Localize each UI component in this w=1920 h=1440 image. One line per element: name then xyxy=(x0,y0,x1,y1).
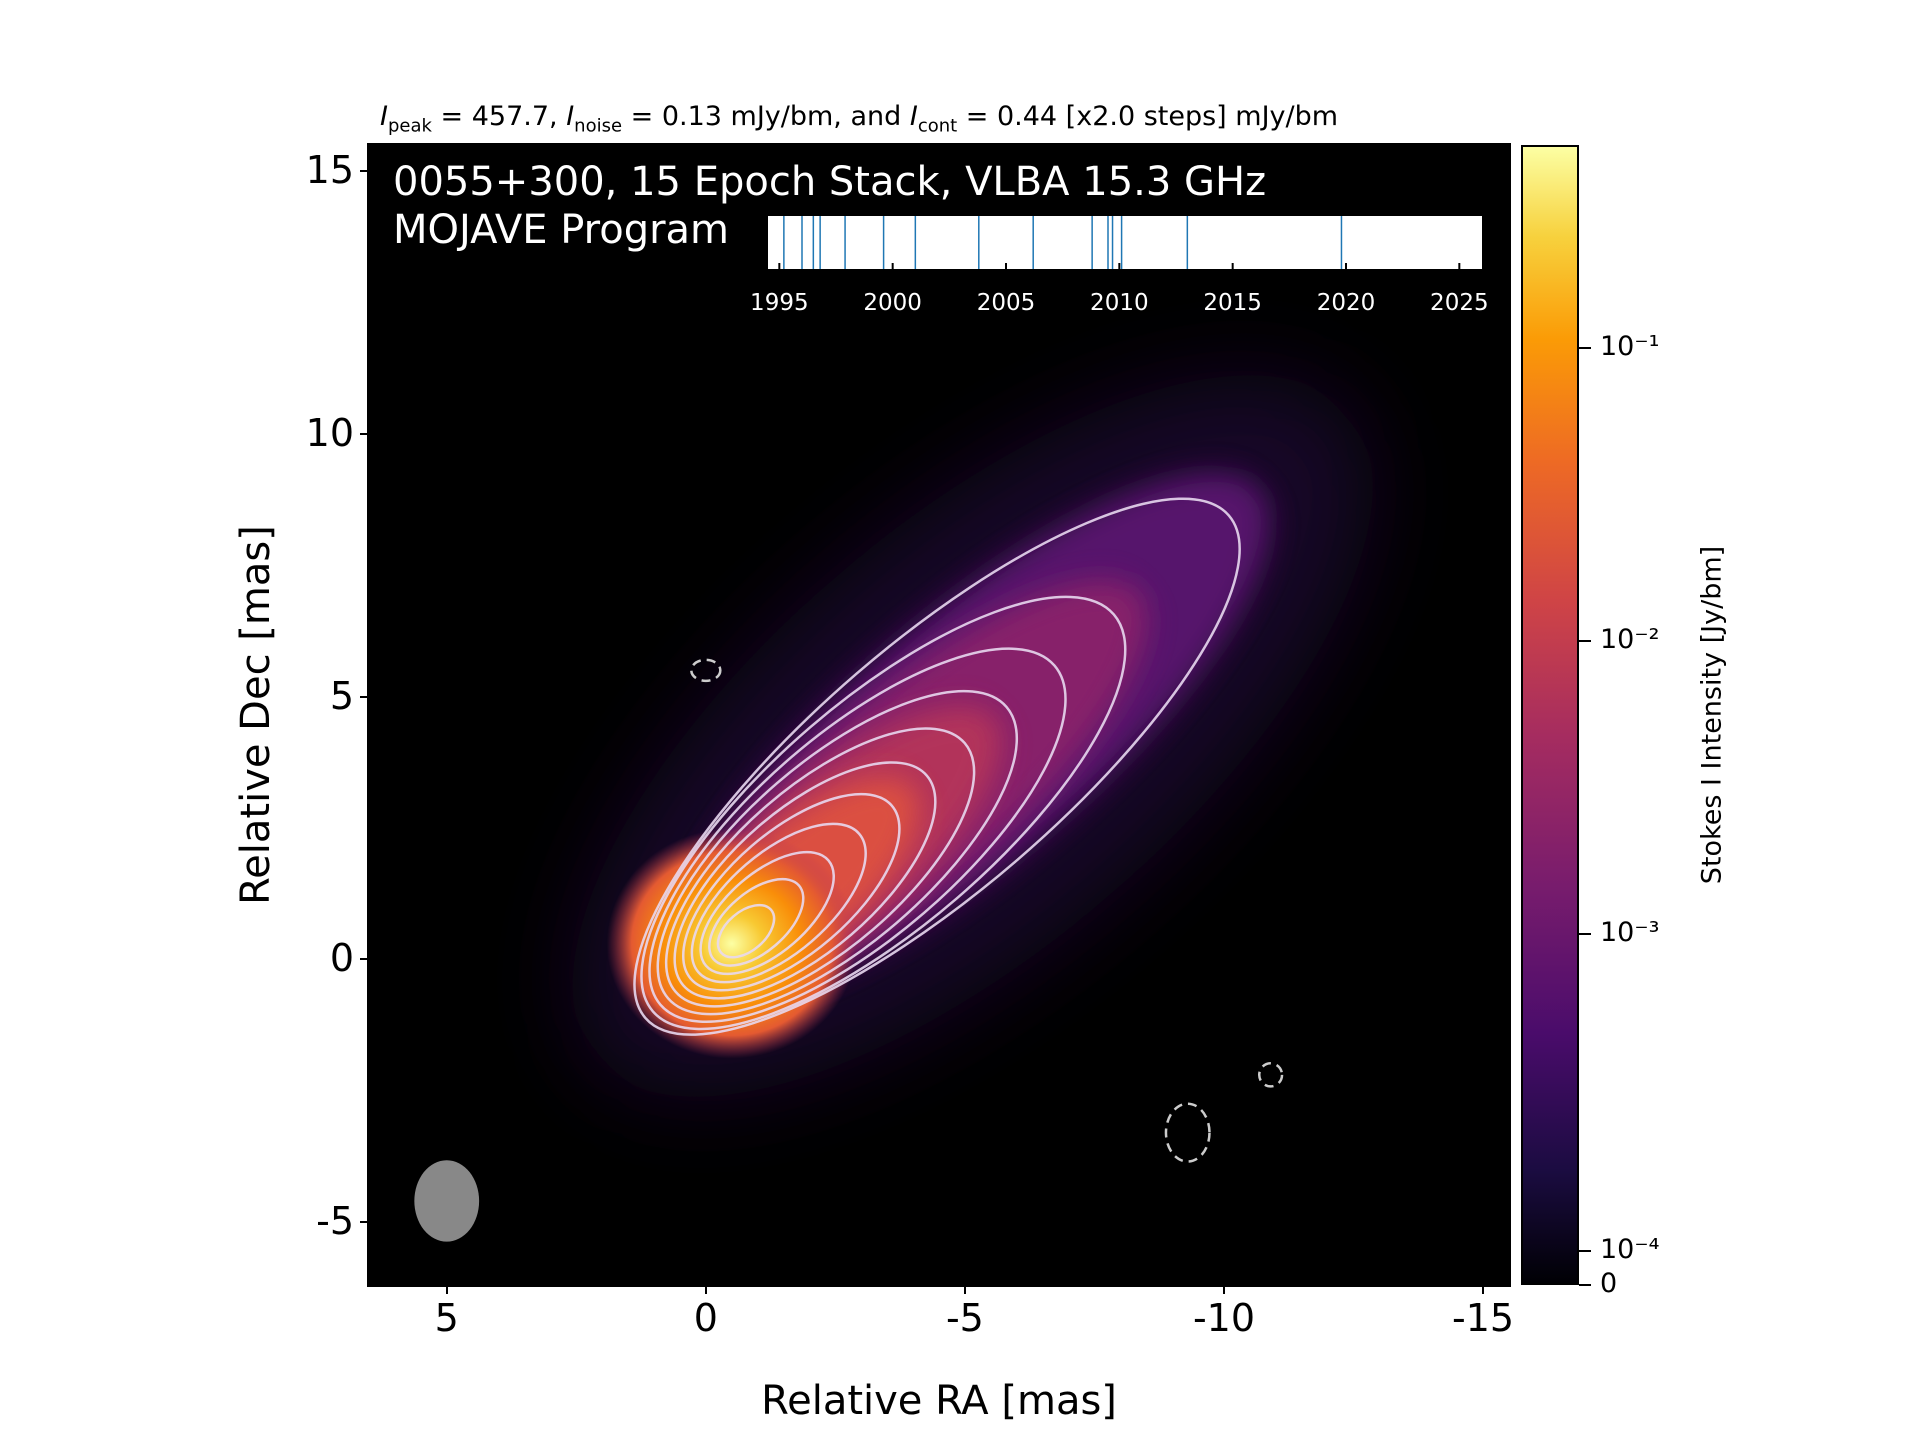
timeline-label-2020: 2020 xyxy=(1316,290,1376,316)
colorbar-tick-label: 10⁻³ xyxy=(1600,916,1660,948)
image-statistics-header: Ipeak = 457.7, Inoise = 0.13 mJy/bm, and… xyxy=(380,101,1338,136)
colorbar xyxy=(1521,145,1579,1285)
noise-symbol: I xyxy=(566,101,575,132)
contour-level-3 xyxy=(648,647,1067,1023)
timeline-label-2015: 2015 xyxy=(1203,290,1262,316)
x-tick-mark xyxy=(1482,1285,1485,1294)
contour-value: = 0.44 [x2.0 steps] mJy/bm xyxy=(957,101,1339,132)
y-tick-label: -5 xyxy=(316,1198,354,1243)
y-tick-label: 5 xyxy=(329,673,354,718)
x-tick-mark xyxy=(1223,1285,1225,1294)
colorbar-tick-mark xyxy=(1579,346,1591,349)
colorbar-tick-mark xyxy=(1579,1284,1591,1286)
x-tick-label: -5 xyxy=(945,1296,984,1340)
y-tick-mark xyxy=(360,695,369,698)
y-tick-mark xyxy=(360,1220,369,1223)
colorbar-tick-mark xyxy=(1579,1249,1591,1252)
y-tick-mark xyxy=(360,170,369,173)
colorbar-tick-label: 0 xyxy=(1600,1268,1618,1299)
timeline-label-1995: 1995 xyxy=(750,290,809,316)
beam-ellipse xyxy=(414,1160,480,1242)
colorbar-tick-label: 10⁻¹ xyxy=(1600,330,1660,362)
contour-level-6 xyxy=(673,761,937,1000)
y-axis-label: Relative Dec [mas] xyxy=(233,525,279,905)
negative-contour-3 xyxy=(1164,1102,1211,1163)
contour-subscript: cont xyxy=(917,115,958,137)
y-tick-label: 15 xyxy=(305,148,354,193)
peak-subscript: peak xyxy=(387,115,432,137)
x-tick-label: -15 xyxy=(1452,1296,1515,1340)
contour-level-9 xyxy=(699,850,835,976)
epoch-timeline-ticks xyxy=(778,216,1461,269)
noise-subscript: noise xyxy=(574,115,623,137)
colorbar-tick-label: 10⁻⁴ xyxy=(1600,1233,1660,1265)
colorbar-tick-mark xyxy=(1579,932,1591,935)
plot-subtitle: MOJAVE Program xyxy=(393,207,730,253)
peak-symbol: I xyxy=(380,101,388,132)
y-tick-mark xyxy=(360,432,369,435)
timeline-label-2005: 2005 xyxy=(976,290,1036,316)
contour-level-4 xyxy=(656,689,1019,1016)
contour-level-2 xyxy=(640,595,1127,1031)
restoring-beam xyxy=(414,1160,480,1242)
contour-level-7 xyxy=(681,792,901,992)
x-tick-label: -10 xyxy=(1192,1296,1256,1340)
contour-level-10 xyxy=(708,877,805,967)
y-tick-label: 10 xyxy=(305,410,354,455)
colorbar-tick-mark xyxy=(1579,639,1591,642)
x-tick-mark xyxy=(704,1285,707,1294)
contour-symbol: I xyxy=(909,101,918,132)
noise-value: = 0.13 mJy/bm, and xyxy=(622,101,910,132)
timeline-label-2025: 2025 xyxy=(1430,290,1489,316)
timeline-label-2010: 2010 xyxy=(1090,290,1149,316)
timeline-label-2000: 2000 xyxy=(863,290,922,316)
contour-level-1 xyxy=(633,497,1241,1036)
colorbar-tick-label: 10⁻² xyxy=(1600,623,1660,655)
image-panel: 0055+300, 15 Epoch Stack, VLBA 15.3 GHz … xyxy=(367,143,1511,1287)
intensity-map xyxy=(414,375,1373,1242)
colorbar-gradient xyxy=(1521,145,1579,1285)
colorbar-label: Stokes I Intensity [Jy/bm] xyxy=(1696,545,1728,885)
plot-title: 0055+300, 15 Epoch Stack, VLBA 15.3 GHz xyxy=(393,159,1267,205)
y-tick-label: 0 xyxy=(329,936,354,981)
contour-level-8 xyxy=(690,822,867,984)
x-tick-mark xyxy=(963,1285,966,1294)
contour-lines xyxy=(633,497,1241,1036)
x-tick-label: 0 xyxy=(693,1296,718,1340)
contour-level-11 xyxy=(716,903,776,959)
x-tick-mark xyxy=(445,1285,448,1294)
peak-value: = 457.7, xyxy=(431,101,567,132)
negative-contour-1 xyxy=(690,658,722,683)
negative-contour-2 xyxy=(1257,1062,1284,1088)
x-axis-label: Relative RA [mas] xyxy=(761,1378,1117,1424)
contour-level-5 xyxy=(664,727,976,1008)
epoch-timeline xyxy=(768,216,1482,269)
y-tick-mark xyxy=(360,958,369,961)
x-tick-label: 5 xyxy=(434,1296,459,1340)
